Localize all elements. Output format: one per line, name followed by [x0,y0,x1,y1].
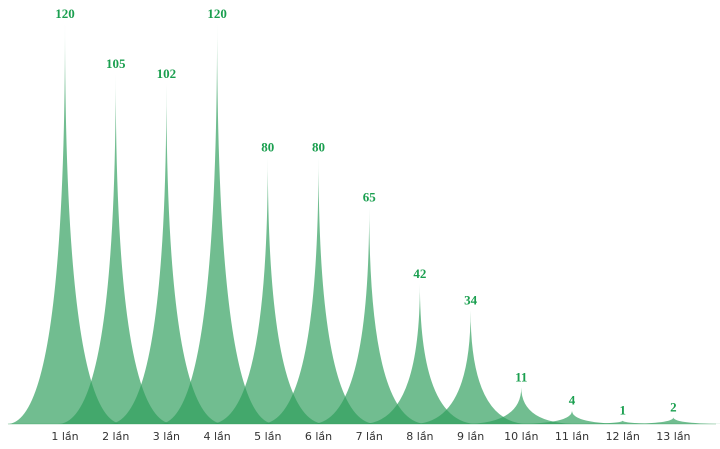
x-tick-label-1: 1 lần [51,430,78,443]
value-label-1: 120 [55,6,75,21]
series-peaks [7,24,720,425]
value-label-4: 120 [207,6,227,21]
bar-8 [361,284,478,424]
value-label-7: 65 [363,189,377,204]
bar-13 [615,417,720,424]
value-label-3: 102 [157,66,177,81]
bar-1 [7,24,123,424]
x-tick-label-8: 8 lần [406,430,433,443]
x-tick-label-13: 13 lần [656,430,690,443]
x-tick-label-4: 4 lần [203,430,230,443]
x-tick-label-12: 12 lần [606,430,640,443]
x-tick-label-11: 11 lần [555,430,589,443]
value-label-5: 80 [261,139,274,154]
bar-2 [57,74,174,424]
value-label-12: 1 [619,403,626,418]
value-label-13: 2 [670,399,677,414]
bar-12 [564,420,681,424]
x-tick-label-5: 5 lần [254,430,281,443]
value-label-2: 105 [106,56,126,71]
x-tick-label-6: 6 lần [305,430,332,443]
bar-3 [108,84,225,424]
x-tick-label-10: 10 lần [504,430,538,443]
bar-10 [463,387,580,424]
bar-6 [260,157,377,425]
value-labels: 120 105 102 120 80 80 65 42 34 11 4 1 2 [55,6,676,418]
value-label-8: 42 [413,266,426,281]
x-tick-label-7: 7 lần [356,430,383,443]
bar-5 [209,157,326,425]
value-label-10: 11 [515,369,527,384]
value-label-9: 34 [464,293,478,308]
x-tick-label-2: 2 lần [102,430,129,443]
bar-11 [514,410,630,424]
x-tick-labels: 1 lần 2 lần 3 lần 4 lần 5 lần 6 lần 7 lần 8 lần… [51,430,690,443]
bar-9 [412,310,529,424]
bar-4 [159,24,276,424]
x-tick-label-9: 9 lần [457,430,484,443]
x-tick-label-3: 3 lần [153,430,180,443]
bar-7 [311,207,428,424]
value-label-6: 80 [312,139,325,154]
value-label-11: 4 [569,393,576,408]
